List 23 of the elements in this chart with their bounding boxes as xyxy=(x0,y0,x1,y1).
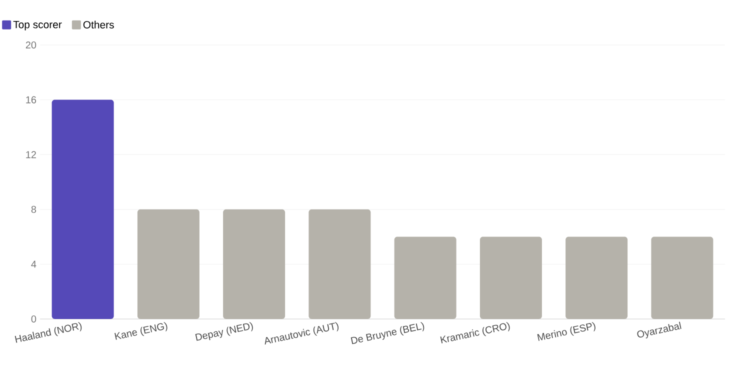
bar xyxy=(566,236,628,319)
bar xyxy=(480,236,542,319)
legend-label: Others xyxy=(83,20,114,28)
x-tick-label: Kane (ENG) xyxy=(114,322,168,340)
x-tick-label: De Bruyne (BEL) xyxy=(350,322,424,344)
bar xyxy=(223,209,286,319)
x-tick-label: Arnautovic (AUT) xyxy=(264,322,339,345)
legend-label: Top scorer xyxy=(13,20,62,30)
y-tick-label: 20 xyxy=(26,41,36,49)
bar xyxy=(651,236,714,319)
y-tick-label: 12 xyxy=(26,151,36,158)
bar xyxy=(52,100,114,319)
y-tick-label: 4 xyxy=(31,260,36,268)
y-tick-label: 8 xyxy=(31,206,36,213)
x-tick-label: Haaland (NOR) xyxy=(14,322,82,343)
x-tick-label: Merino (ESP) xyxy=(537,322,596,341)
y-tick-label: 0 xyxy=(31,315,36,323)
x-tick-label: Kramaric (CRO) xyxy=(440,322,510,344)
bar xyxy=(308,209,371,319)
x-tick-label: Depay (NED) xyxy=(195,322,253,341)
bar xyxy=(394,236,456,319)
bar xyxy=(137,209,200,319)
y-tick-label: 16 xyxy=(26,96,36,104)
